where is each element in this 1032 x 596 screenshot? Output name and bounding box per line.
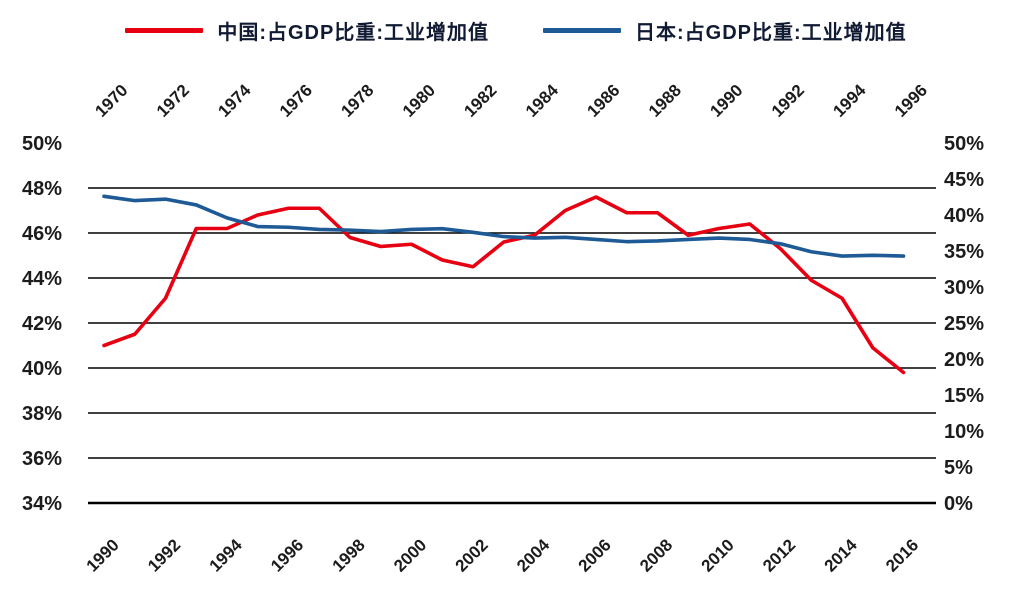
y-right-tick-label: 10%	[944, 421, 984, 443]
y-right-tick-label: 30%	[944, 277, 984, 299]
x-top-tick-label: 1980	[399, 81, 439, 121]
x-bottom-tick-label: 2010	[698, 535, 738, 575]
x-top-tick-label: 1986	[583, 81, 623, 121]
legend-item-china: 中国:占GDP比重:工业增加值	[125, 16, 489, 45]
x-top-tick-label: 1994	[829, 80, 870, 121]
x-top-tick-label: 1992	[768, 81, 808, 121]
x-bottom-tick-label: 2012	[759, 535, 799, 575]
x-bottom-tick-label: 1990	[83, 535, 123, 575]
x-bottom-tick-label: 2000	[390, 535, 430, 575]
y-left-tick-label: 44%	[22, 268, 62, 290]
china-line-swatch	[125, 28, 204, 33]
x-top-tick-label: 1990	[706, 81, 746, 121]
x-top-tick-label: 1982	[460, 81, 500, 121]
y-left-tick-label: 46%	[22, 223, 62, 245]
x-top-tick-label: 1984	[522, 80, 563, 121]
y-left-tick-label: 34%	[22, 493, 62, 515]
x-bottom-tick-label: 2008	[636, 535, 676, 575]
y-left-tick-label: 38%	[22, 403, 62, 425]
y-right-tick-label: 35%	[944, 241, 984, 263]
x-bottom-tick-label: 1994	[206, 535, 247, 576]
japan-line-swatch	[543, 28, 621, 33]
y-left-tick-label: 50%	[22, 133, 62, 155]
y-right-tick-label: 15%	[944, 385, 984, 407]
x-bottom-tick-label: 2002	[452, 535, 492, 575]
y-right-tick-label: 20%	[944, 349, 984, 371]
japan-series-line	[102, 194, 906, 258]
x-top-tick-label: 1988	[645, 81, 685, 121]
china-series-line	[102, 195, 906, 375]
y-right-tick-label: 45%	[944, 169, 984, 191]
y-right-tick-label: 40%	[944, 205, 984, 227]
y-right-tick-label: 5%	[944, 457, 973, 479]
x-bottom-tick-label: 1998	[329, 535, 369, 575]
x-bottom-tick-label: 1992	[144, 535, 184, 575]
x-top-tick-label: 1978	[337, 81, 377, 121]
legend-label-china: 中国:占GDP比重:工业增加值	[217, 22, 489, 44]
x-bottom-tick-label: 2016	[882, 535, 922, 575]
legend: 中国:占GDP比重:工业增加值 日本:占GDP比重:工业增加值	[0, 16, 1032, 45]
y-right-tick-label: 0%	[944, 493, 973, 515]
x-bottom-tick-label: 2004	[513, 535, 554, 576]
y-left-tick-label: 48%	[22, 178, 62, 200]
x-bottom-tick-label: 1996	[267, 535, 307, 575]
x-bottom-tick-label: 2006	[575, 535, 615, 575]
x-top-tick-label: 1996	[891, 81, 931, 121]
y-right-tick-label: 25%	[944, 313, 984, 335]
x-top-tick-label: 1972	[153, 81, 193, 121]
y-right-tick-label: 50%	[944, 133, 984, 155]
legend-item-japan: 日本:占GDP比重:工业增加值	[543, 16, 907, 45]
legend-label-japan: 日本:占GDP比重:工业增加值	[635, 22, 907, 44]
x-top-tick-label: 1970	[91, 81, 131, 121]
y-left-tick-label: 36%	[22, 448, 62, 470]
y-left-tick-label: 42%	[22, 313, 62, 335]
x-top-tick-label: 1976	[276, 81, 316, 121]
x-top-tick-label: 1974	[214, 80, 255, 121]
y-left-tick-label: 40%	[22, 358, 62, 380]
x-bottom-tick-label: 2014	[821, 535, 862, 576]
